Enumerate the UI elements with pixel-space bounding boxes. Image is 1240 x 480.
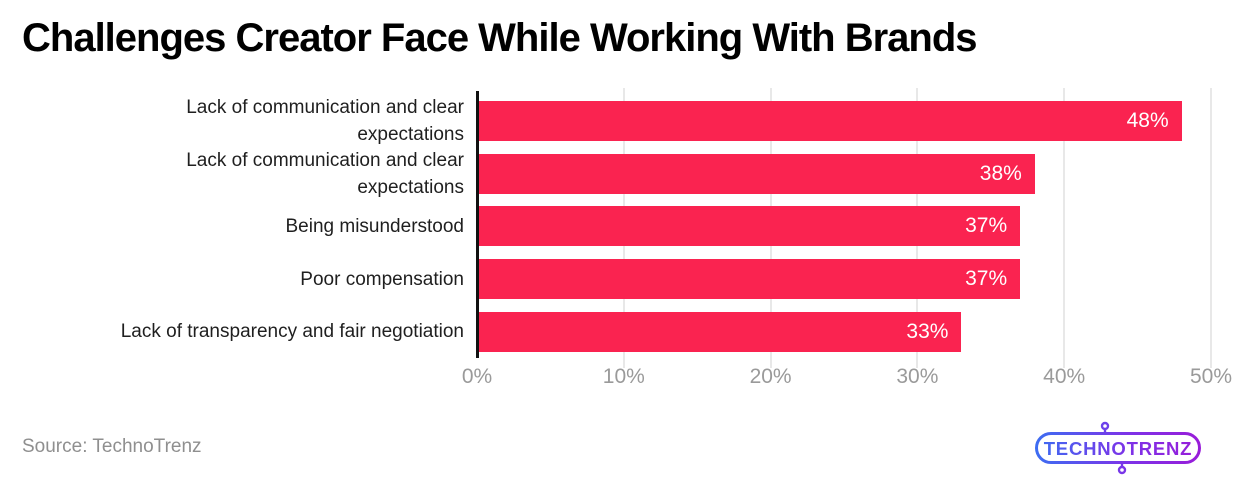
logo-circuit-node-bottom-icon [1117, 465, 1127, 475]
technotrenz-logo: TECHNOTRENZ [1035, 421, 1201, 475]
bar-rows: Lack of communication and clear expectat… [22, 95, 1218, 358]
bar-cell: 38% [477, 148, 1211, 201]
bar-value-label: 33% [906, 319, 949, 343]
x-axis-tick-labels: 0% 10% 20% 30% 40% 50% [462, 364, 1232, 395]
category-label: Lack of communication and clear expectat… [186, 97, 464, 146]
x-tick-label: 10% [602, 364, 645, 388]
bar: 37% [477, 206, 1021, 247]
bar-row: Being misunderstood 37% [22, 200, 1218, 253]
bar-value-label: 37% [965, 214, 1008, 238]
logo-text: TECHNOTRENZ [1044, 438, 1193, 459]
chart-title: Challenges Creator Face While Working Wi… [22, 16, 978, 60]
bar-row: Poor compensation 37% [22, 253, 1218, 306]
category-label: Being misunderstood [285, 215, 465, 237]
gridline [1210, 88, 1212, 368]
bar-value-label: 37% [965, 267, 1008, 291]
bar: 37% [477, 259, 1021, 300]
y-axis-line [476, 91, 479, 358]
bar-row: Lack of communication and clear expectat… [22, 95, 1218, 148]
bar-cell: 48% [477, 95, 1211, 148]
bar-chart: Lack of communication and clear expectat… [22, 88, 1232, 395]
category-label: Lack of communication and clear expectat… [186, 149, 464, 198]
bar-value-label: 48% [1126, 109, 1169, 133]
bar-cell: 33% [477, 305, 1211, 358]
x-tick-label: 0% [461, 364, 493, 388]
x-tick-label: 30% [896, 364, 939, 388]
source-label: Source: TechnoTrenz [22, 436, 202, 457]
category-label: Poor compensation [300, 268, 464, 290]
bar-value-label: 38% [979, 161, 1022, 185]
logo-outline-stadium [1035, 432, 1201, 464]
bar: 33% [477, 311, 962, 352]
bar-cell: 37% [477, 253, 1211, 306]
x-tick-label: 40% [1043, 364, 1086, 388]
bar: 38% [477, 153, 1035, 194]
bar-row: Lack of transparency and fair negotiatio… [22, 305, 1218, 358]
gridline [1063, 88, 1066, 368]
x-tick-label: 20% [749, 364, 792, 388]
category-label: Lack of transparency and fair negotiatio… [120, 321, 464, 343]
bar-cell: 37% [477, 200, 1211, 253]
bar: 48% [477, 101, 1182, 142]
x-tick-label: 50% [1189, 364, 1233, 388]
bar-row: Lack of communication and clear expectat… [22, 148, 1218, 201]
logo-circuit-node-top-icon [1100, 421, 1110, 431]
